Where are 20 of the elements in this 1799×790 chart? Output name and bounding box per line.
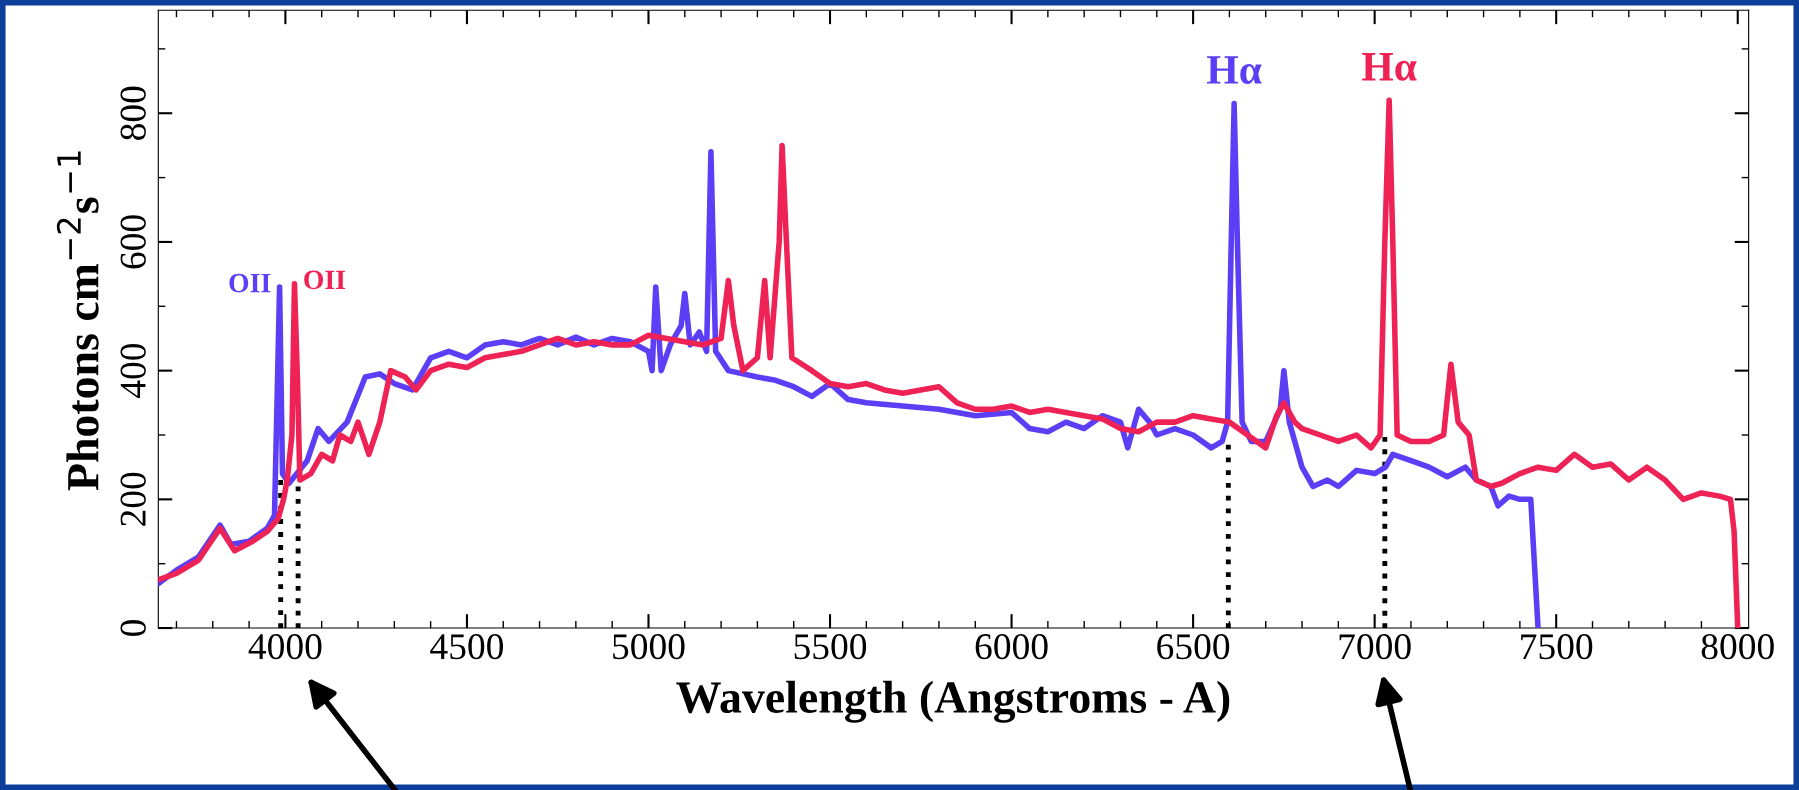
y-tick-label: 600 — [120, 215, 146, 269]
y-axis-title: Photons cm$^{−2}$s$^{−1}$ — [56, 151, 99, 491]
y-tick-label: 200 — [120, 472, 146, 526]
x-tick-label: 6500 — [1157, 634, 1230, 660]
annotation: OII — [229, 273, 271, 293]
y-tick-label: 0 — [120, 620, 146, 636]
y-tick-label: 800 — [120, 86, 146, 140]
x-tick-label: 7000 — [1339, 634, 1411, 660]
y-tick-label: 400 — [120, 343, 146, 399]
annotation: OII — [304, 270, 346, 290]
x-tick-label: 4000 — [248, 634, 322, 660]
x-tick-label: 6000 — [975, 634, 1048, 660]
x-tick-label: 8000 — [1701, 634, 1774, 660]
x-tick-label: 5000 — [613, 634, 685, 660]
x-tick-label: 7500 — [1521, 634, 1593, 660]
x-tick-label: 5500 — [794, 634, 867, 660]
annotation: Hα — [1207, 56, 1262, 85]
annotation: Hα — [1362, 53, 1417, 81]
x-axis-title: Wavelength (Angstroms - A) — [676, 680, 1230, 723]
x-tick-label: 4500 — [430, 634, 504, 660]
